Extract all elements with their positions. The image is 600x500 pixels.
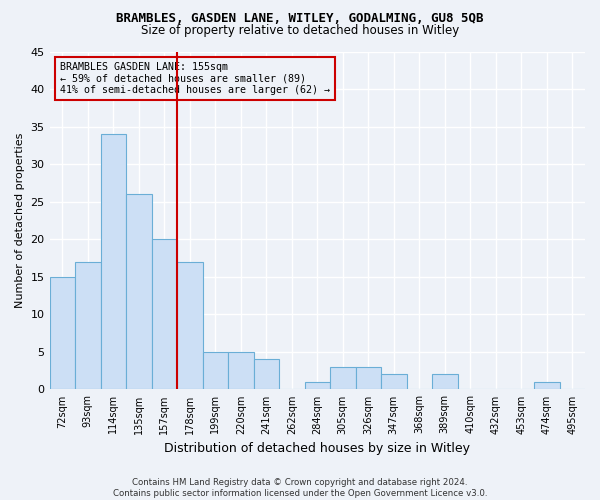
Bar xyxy=(50,277,75,390)
Text: Size of property relative to detached houses in Witley: Size of property relative to detached ho… xyxy=(141,24,459,37)
Text: BRAMBLES GASDEN LANE: 155sqm
← 59% of detached houses are smaller (89)
41% of se: BRAMBLES GASDEN LANE: 155sqm ← 59% of de… xyxy=(60,62,330,95)
Bar xyxy=(101,134,126,390)
Bar xyxy=(356,367,381,390)
Bar xyxy=(381,374,407,390)
Bar xyxy=(177,262,203,390)
Y-axis label: Number of detached properties: Number of detached properties xyxy=(15,133,25,308)
Bar xyxy=(305,382,330,390)
X-axis label: Distribution of detached houses by size in Witley: Distribution of detached houses by size … xyxy=(164,442,470,455)
Bar xyxy=(126,194,152,390)
Bar xyxy=(152,239,177,390)
Bar xyxy=(254,360,279,390)
Text: Contains HM Land Registry data © Crown copyright and database right 2024.
Contai: Contains HM Land Registry data © Crown c… xyxy=(113,478,487,498)
Bar xyxy=(534,382,560,390)
Bar xyxy=(203,352,228,390)
Bar xyxy=(330,367,356,390)
Bar xyxy=(75,262,101,390)
Bar xyxy=(432,374,458,390)
Bar xyxy=(228,352,254,390)
Text: BRAMBLES, GASDEN LANE, WITLEY, GODALMING, GU8 5QB: BRAMBLES, GASDEN LANE, WITLEY, GODALMING… xyxy=(116,12,484,26)
